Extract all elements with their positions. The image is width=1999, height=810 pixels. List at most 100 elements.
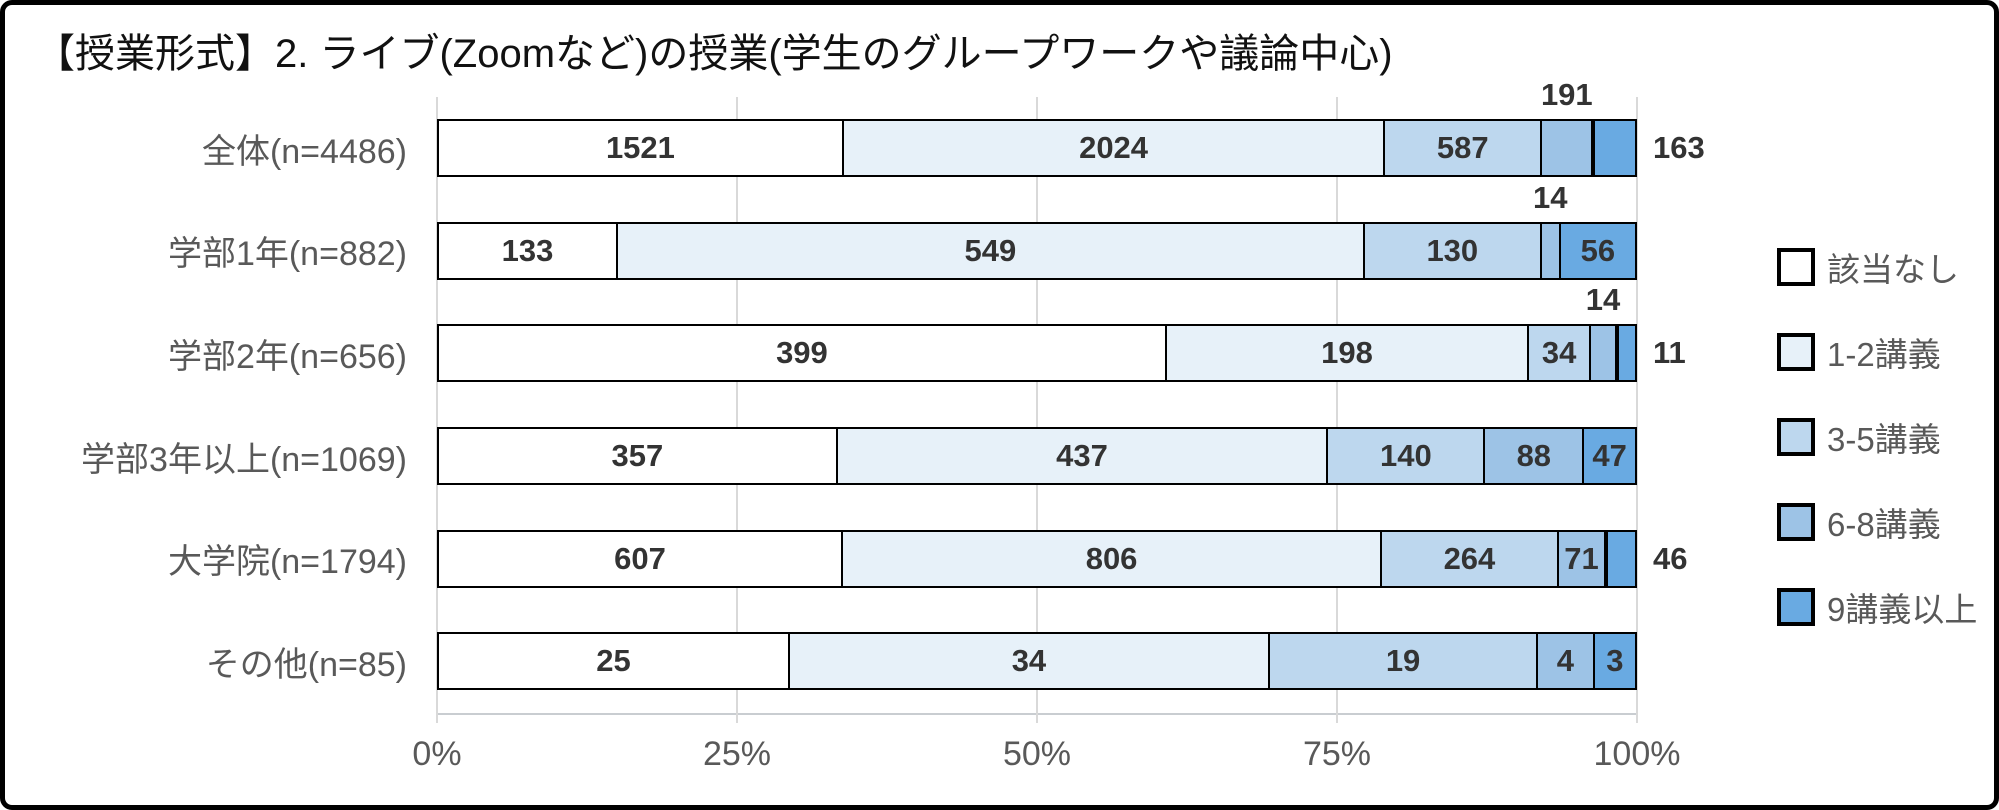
legend-label: 9講義以上 xyxy=(1827,591,1978,628)
legend-swatch xyxy=(1777,418,1815,456)
segment-value-label: 357 xyxy=(611,438,664,473)
segment-value-label: 1521 xyxy=(605,130,675,165)
gridline xyxy=(1336,97,1338,723)
legend-item: 9講義以上 xyxy=(1777,583,1977,631)
bar-segment: 264 xyxy=(1382,529,1559,588)
segment-value-label: 607 xyxy=(614,540,666,576)
chart-row: 607 806 264 71 46 xyxy=(437,508,1687,611)
chart-row: 133 549 130 14 56 xyxy=(437,180,1637,303)
segment-value-label: 11 xyxy=(1653,335,1686,371)
x-tick-label: 25% xyxy=(702,735,772,773)
category-label: 大学院(n=1794) xyxy=(167,543,407,582)
segment-value-label: 34 xyxy=(1011,643,1047,679)
bar-segment: 399 xyxy=(437,324,1167,383)
stacked-bar: 607 806 264 71 46 xyxy=(437,529,1687,588)
segment-value-label: 587 xyxy=(1436,130,1489,165)
bar-segment: 47 xyxy=(1584,427,1637,485)
segment-value-label: 56 xyxy=(1580,232,1616,268)
bar-segment: 198 xyxy=(1166,324,1530,383)
chart-row: 399 198 34 14 11 xyxy=(437,282,1686,405)
bar-segment: 191 xyxy=(1541,77,1594,177)
category-label: その他(n=85) xyxy=(205,646,407,685)
bar-segment: 14 xyxy=(1533,180,1567,280)
segment-value-label: 19 xyxy=(1385,643,1421,679)
legend-label: 1-2講義 xyxy=(1827,336,1941,373)
bar-segment: 549 xyxy=(617,221,1365,280)
x-axis: 0% 25% 50% 75% 100% xyxy=(412,731,1680,781)
bar-segment: 607 xyxy=(437,529,844,588)
bar-segment: 14 xyxy=(1586,282,1620,383)
segment-value-label: 806 xyxy=(1085,540,1138,576)
stacked-bar: 1521 2024 587 191 163 xyxy=(437,77,1705,177)
bar-segment xyxy=(1593,119,1637,177)
bar-segment: 34 xyxy=(789,632,1270,691)
category-label: 学部2年(n=656) xyxy=(167,338,407,377)
bar-segment: 357 xyxy=(437,427,838,485)
bar-segment xyxy=(1616,324,1637,383)
gridline xyxy=(736,97,738,723)
bar-segment: 19 xyxy=(1269,632,1539,691)
bar-segment: 806 xyxy=(843,529,1383,588)
bar-segment: 437 xyxy=(837,427,1329,485)
bar-segment: 140 xyxy=(1328,427,1486,485)
segment-value-label: 47 xyxy=(1592,438,1627,473)
segment-value-label: 14 xyxy=(1533,179,1568,215)
chart-title: 【授業形式】2. ライブ(Zoomなど)の授業(学生のグループワークや議論中心) xyxy=(35,32,1393,76)
segment-value-label: 130 xyxy=(1426,232,1479,268)
bar-segment: 71 xyxy=(1558,529,1607,588)
bar-segment: 133 xyxy=(437,221,618,280)
segment-value-label: 163 xyxy=(1653,130,1705,165)
segment-value-label: 198 xyxy=(1321,335,1373,371)
stacked-bar: 25 34 19 4 3 xyxy=(437,632,1637,691)
category-label: 学部1年(n=882) xyxy=(167,235,407,274)
legend-item: 3-5講義 xyxy=(1777,413,1977,461)
chart-row: 25 34 19 4 3 xyxy=(437,610,1637,713)
bar-segment: 1521 xyxy=(437,119,844,177)
gridline xyxy=(436,97,438,723)
bar-segment: 587 xyxy=(1385,119,1543,177)
legend-swatch xyxy=(1777,333,1815,371)
bar-segment: 3 xyxy=(1594,632,1637,691)
legend-label: 3-5講義 xyxy=(1827,421,1941,458)
segment-value-label: 3 xyxy=(1606,643,1624,679)
bar-segment: 34 xyxy=(1529,324,1592,383)
segment-value-label: 14 xyxy=(1585,282,1621,318)
x-tick-label: 100% xyxy=(1593,735,1681,773)
segment-value-label: 71 xyxy=(1564,540,1599,576)
legend-item: 該当なし xyxy=(1777,243,1977,291)
segment-value-label: 46 xyxy=(1653,540,1688,576)
segment-value-label: 140 xyxy=(1379,438,1432,473)
bar-segment: 56 xyxy=(1560,221,1637,280)
stacked-bar: 399 198 34 14 11 xyxy=(437,282,1686,383)
bar-segment: 130 xyxy=(1364,221,1542,280)
segment-value-label: 25 xyxy=(596,643,631,679)
category-label: 全体(n=4486) xyxy=(201,132,407,171)
legend-swatch xyxy=(1777,588,1815,626)
legend-swatch xyxy=(1777,503,1815,541)
legend-label: 6-8講義 xyxy=(1827,506,1941,543)
segment-value-label: 399 xyxy=(776,335,828,371)
bar-segment: 88 xyxy=(1485,427,1585,485)
legend-item: 6-8講義 xyxy=(1777,498,1977,546)
segment-value-label: 34 xyxy=(1541,335,1577,371)
bar-segment xyxy=(1606,529,1637,588)
x-tick-label: 75% xyxy=(1302,735,1372,773)
segment-value-label: 437 xyxy=(1056,438,1108,473)
segment-value-label: 549 xyxy=(964,232,1017,268)
segment-value-label: 2024 xyxy=(1079,130,1149,165)
segment-value-label: 191 xyxy=(1540,77,1593,112)
bar-segment: 25 xyxy=(437,632,790,691)
legend-swatch xyxy=(1777,248,1815,286)
segment-value-label: 88 xyxy=(1516,438,1552,473)
legend: 該当なし 1-2講義 3-5講義 6-8講義 9講義以上 xyxy=(1777,243,1977,631)
x-tick-label: 0% xyxy=(412,735,462,773)
gridline xyxy=(1036,97,1038,723)
chart-row: 1521 2024 587 191 163 xyxy=(437,77,1705,200)
category-axis: 全体(n=4486) 学部1年(n=882) 学部2年(n=656) 学部3年以上(n… xyxy=(5,97,417,713)
chart-row: 357 437 140 88 47 xyxy=(437,405,1637,508)
legend-item: 1-2講義 xyxy=(1777,328,1977,376)
legend-label: 該当なし xyxy=(1827,251,1959,288)
plot-area: 1521 2024 587 191 163 133 549 130 14 56 399 198 34 14… xyxy=(436,77,1705,723)
category-label: 学部3年以上(n=1069) xyxy=(81,440,407,479)
